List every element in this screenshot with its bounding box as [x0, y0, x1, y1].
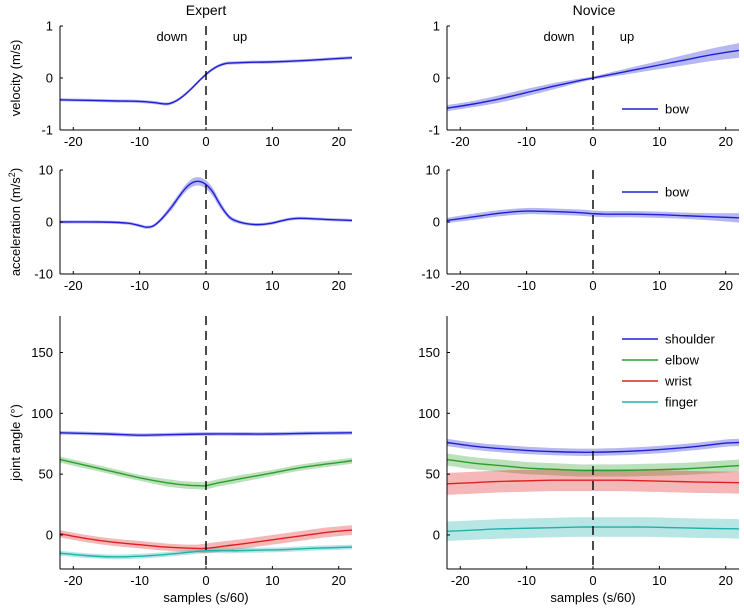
expert-velocity-xtick-label: 0	[202, 134, 209, 149]
novice-acceleration-ytick-label: 0	[433, 215, 440, 230]
novice-velocity-xtick-label: 20	[718, 134, 732, 149]
expert-joint-angle-finger-line	[60, 546, 352, 558]
expert-joint-angle-ytick-label: 150	[31, 345, 53, 360]
novice-joint-angle-wrist-line	[447, 479, 739, 485]
novice-acceleration-xtick-label: -10	[517, 278, 536, 293]
novice-joint-angle-legend-label-wrist: wrist	[664, 374, 692, 389]
title-expert: Expert	[186, 2, 227, 18]
expert-joint-angle-ytick-label: 0	[46, 527, 53, 542]
expert-acceleration-xtick-label: 20	[331, 278, 345, 293]
novice-joint-angle-ytick-label: 150	[418, 345, 440, 360]
expert-acceleration-ytick-label: 0	[46, 215, 53, 230]
expert-velocity-bow-line	[60, 57, 352, 105]
expert-joint-angle-xtick-label: 10	[265, 573, 279, 588]
novice-velocity-ytick-label: 0	[433, 71, 440, 86]
novice-velocity-ytick-label: 1	[433, 19, 440, 34]
novice-velocity-ytick-label: -1	[428, 123, 440, 138]
novice-acceleration-ytick-label: 10	[426, 163, 440, 178]
expert-joint-angle-xtick-label: 20	[331, 573, 345, 588]
expert-joint-angle-shoulder-line	[60, 432, 352, 436]
novice-joint-angle-shoulder-band	[447, 438, 739, 456]
novice-velocity-down-label: down	[543, 29, 574, 44]
expert-velocity-down-label: down	[156, 29, 187, 44]
expert-joint-angle-wrist-band	[60, 525, 352, 554]
novice-joint-angle-legend-label-shoulder: shoulder	[665, 332, 716, 347]
novice-joint-angle-elbow-line	[447, 458, 739, 472]
novice-joint-angle-ytick-label: 50	[426, 467, 440, 482]
expert-joint-angle-elbow-line	[60, 458, 352, 487]
novice-velocity-xtick-label: 10	[652, 134, 666, 149]
novice-acceleration-xtick-label: 20	[718, 278, 732, 293]
expert-acceleration-ylabel-superscript: 2	[7, 172, 17, 177]
expert-velocity-xtick-label: 10	[265, 134, 279, 149]
expert-joint-angle-xtick-label: -10	[130, 573, 149, 588]
novice-velocity-xtick-label: -10	[517, 134, 536, 149]
novice-acceleration-panel: -20 -10 0 10 20 -10 0 10 bow	[421, 163, 739, 293]
expert-joint-angle-xtick-label: -20	[64, 573, 83, 588]
expert-acceleration-xtick-label: -20	[64, 278, 83, 293]
novice-joint-angle-ytick-label: 100	[418, 406, 440, 421]
novice-joint-angle-xtick-label: 0	[589, 573, 596, 588]
expert-acceleration-xtick-label: -10	[130, 278, 149, 293]
expert-joint-angle-ytick-label: 50	[39, 467, 53, 482]
novice-joint-angle-ytick-label: 0	[433, 527, 440, 542]
expert-joint-angle-plot-area	[60, 430, 352, 560]
expert-acceleration-bow-line	[60, 180, 352, 228]
novice-velocity-xtick-label: -20	[451, 134, 470, 149]
novice-joint-angle-xtick-label: 20	[718, 573, 732, 588]
novice-joint-angle-xlabel: samples (s/60)	[550, 590, 635, 605]
expert-velocity-up-label: up	[233, 29, 247, 44]
novice-joint-angle-xtick-label: -20	[451, 573, 470, 588]
novice-acceleration-legend-label-bow: bow	[665, 185, 689, 200]
novice-joint-angle-legend-label-finger: finger	[665, 395, 698, 410]
expert-velocity-ytick-label: 1	[46, 19, 53, 34]
novice-velocity-legend-label-bow: bow	[665, 102, 689, 117]
expert-joint-angle-ytick-label: 100	[31, 406, 53, 421]
novice-joint-angle-xtick-label: -10	[517, 573, 536, 588]
expert-velocity-ytick-label: 0	[46, 71, 53, 86]
expert-joint-angle-panel: -20 -10 0 10 20 0 50 100 150 joint angle (°) sampl…	[8, 316, 352, 605]
expert-joint-angle-xlabel: samples (s/60)	[163, 590, 248, 605]
novice-joint-angle-xtick-label: 10	[652, 573, 666, 588]
novice-velocity-xtick-label: 0	[589, 134, 596, 149]
expert-velocity-xtick-label: 20	[331, 134, 345, 149]
novice-acceleration-xtick-label: 10	[652, 278, 666, 293]
expert-acceleration-ylabel: acceleration (m/s2)	[7, 168, 23, 276]
expert-joint-angle-xtick-label: 0	[202, 573, 209, 588]
novice-velocity-up-label: up	[620, 29, 634, 44]
novice-acceleration-xtick-label: -20	[451, 278, 470, 293]
expert-velocity-ytick-label: -1	[41, 123, 53, 138]
expert-acceleration-xtick-label: 10	[265, 278, 279, 293]
title-novice: Novice	[573, 2, 616, 18]
novice-joint-angle-legend-label-elbow: elbow	[665, 353, 700, 368]
expert-acceleration-xtick-label: 0	[202, 278, 209, 293]
expert-acceleration-ytick-label: -10	[34, 267, 53, 282]
novice-joint-angle-elbow-band	[447, 453, 739, 477]
expert-velocity-ylabel: velocity (m/s)	[8, 40, 23, 117]
expert-acceleration-panel: -20 -10 0 10 20 -10 0 10 acceleration (m/s2)	[7, 163, 352, 293]
expert-joint-angle-ylabel: joint angle (°)	[8, 404, 23, 482]
novice-joint-angle-finger-line	[447, 526, 739, 532]
expert-acceleration-ytick-label: 10	[39, 163, 53, 178]
expert-joint-angle-finger-band	[60, 544, 352, 560]
novice-acceleration-xtick-label: 0	[589, 278, 596, 293]
expert-velocity-xtick-label: -10	[130, 134, 149, 149]
expert-velocity-plot-area	[60, 56, 352, 106]
novice-joint-angle-panel: -20 -10 0 10 20 0 50 100 150 samples (s/60) should…	[418, 316, 739, 605]
novice-acceleration-bow-line	[447, 210, 739, 222]
expert-velocity-xtick-label: -20	[64, 134, 83, 149]
novice-acceleration-ytick-label: -10	[421, 267, 440, 282]
